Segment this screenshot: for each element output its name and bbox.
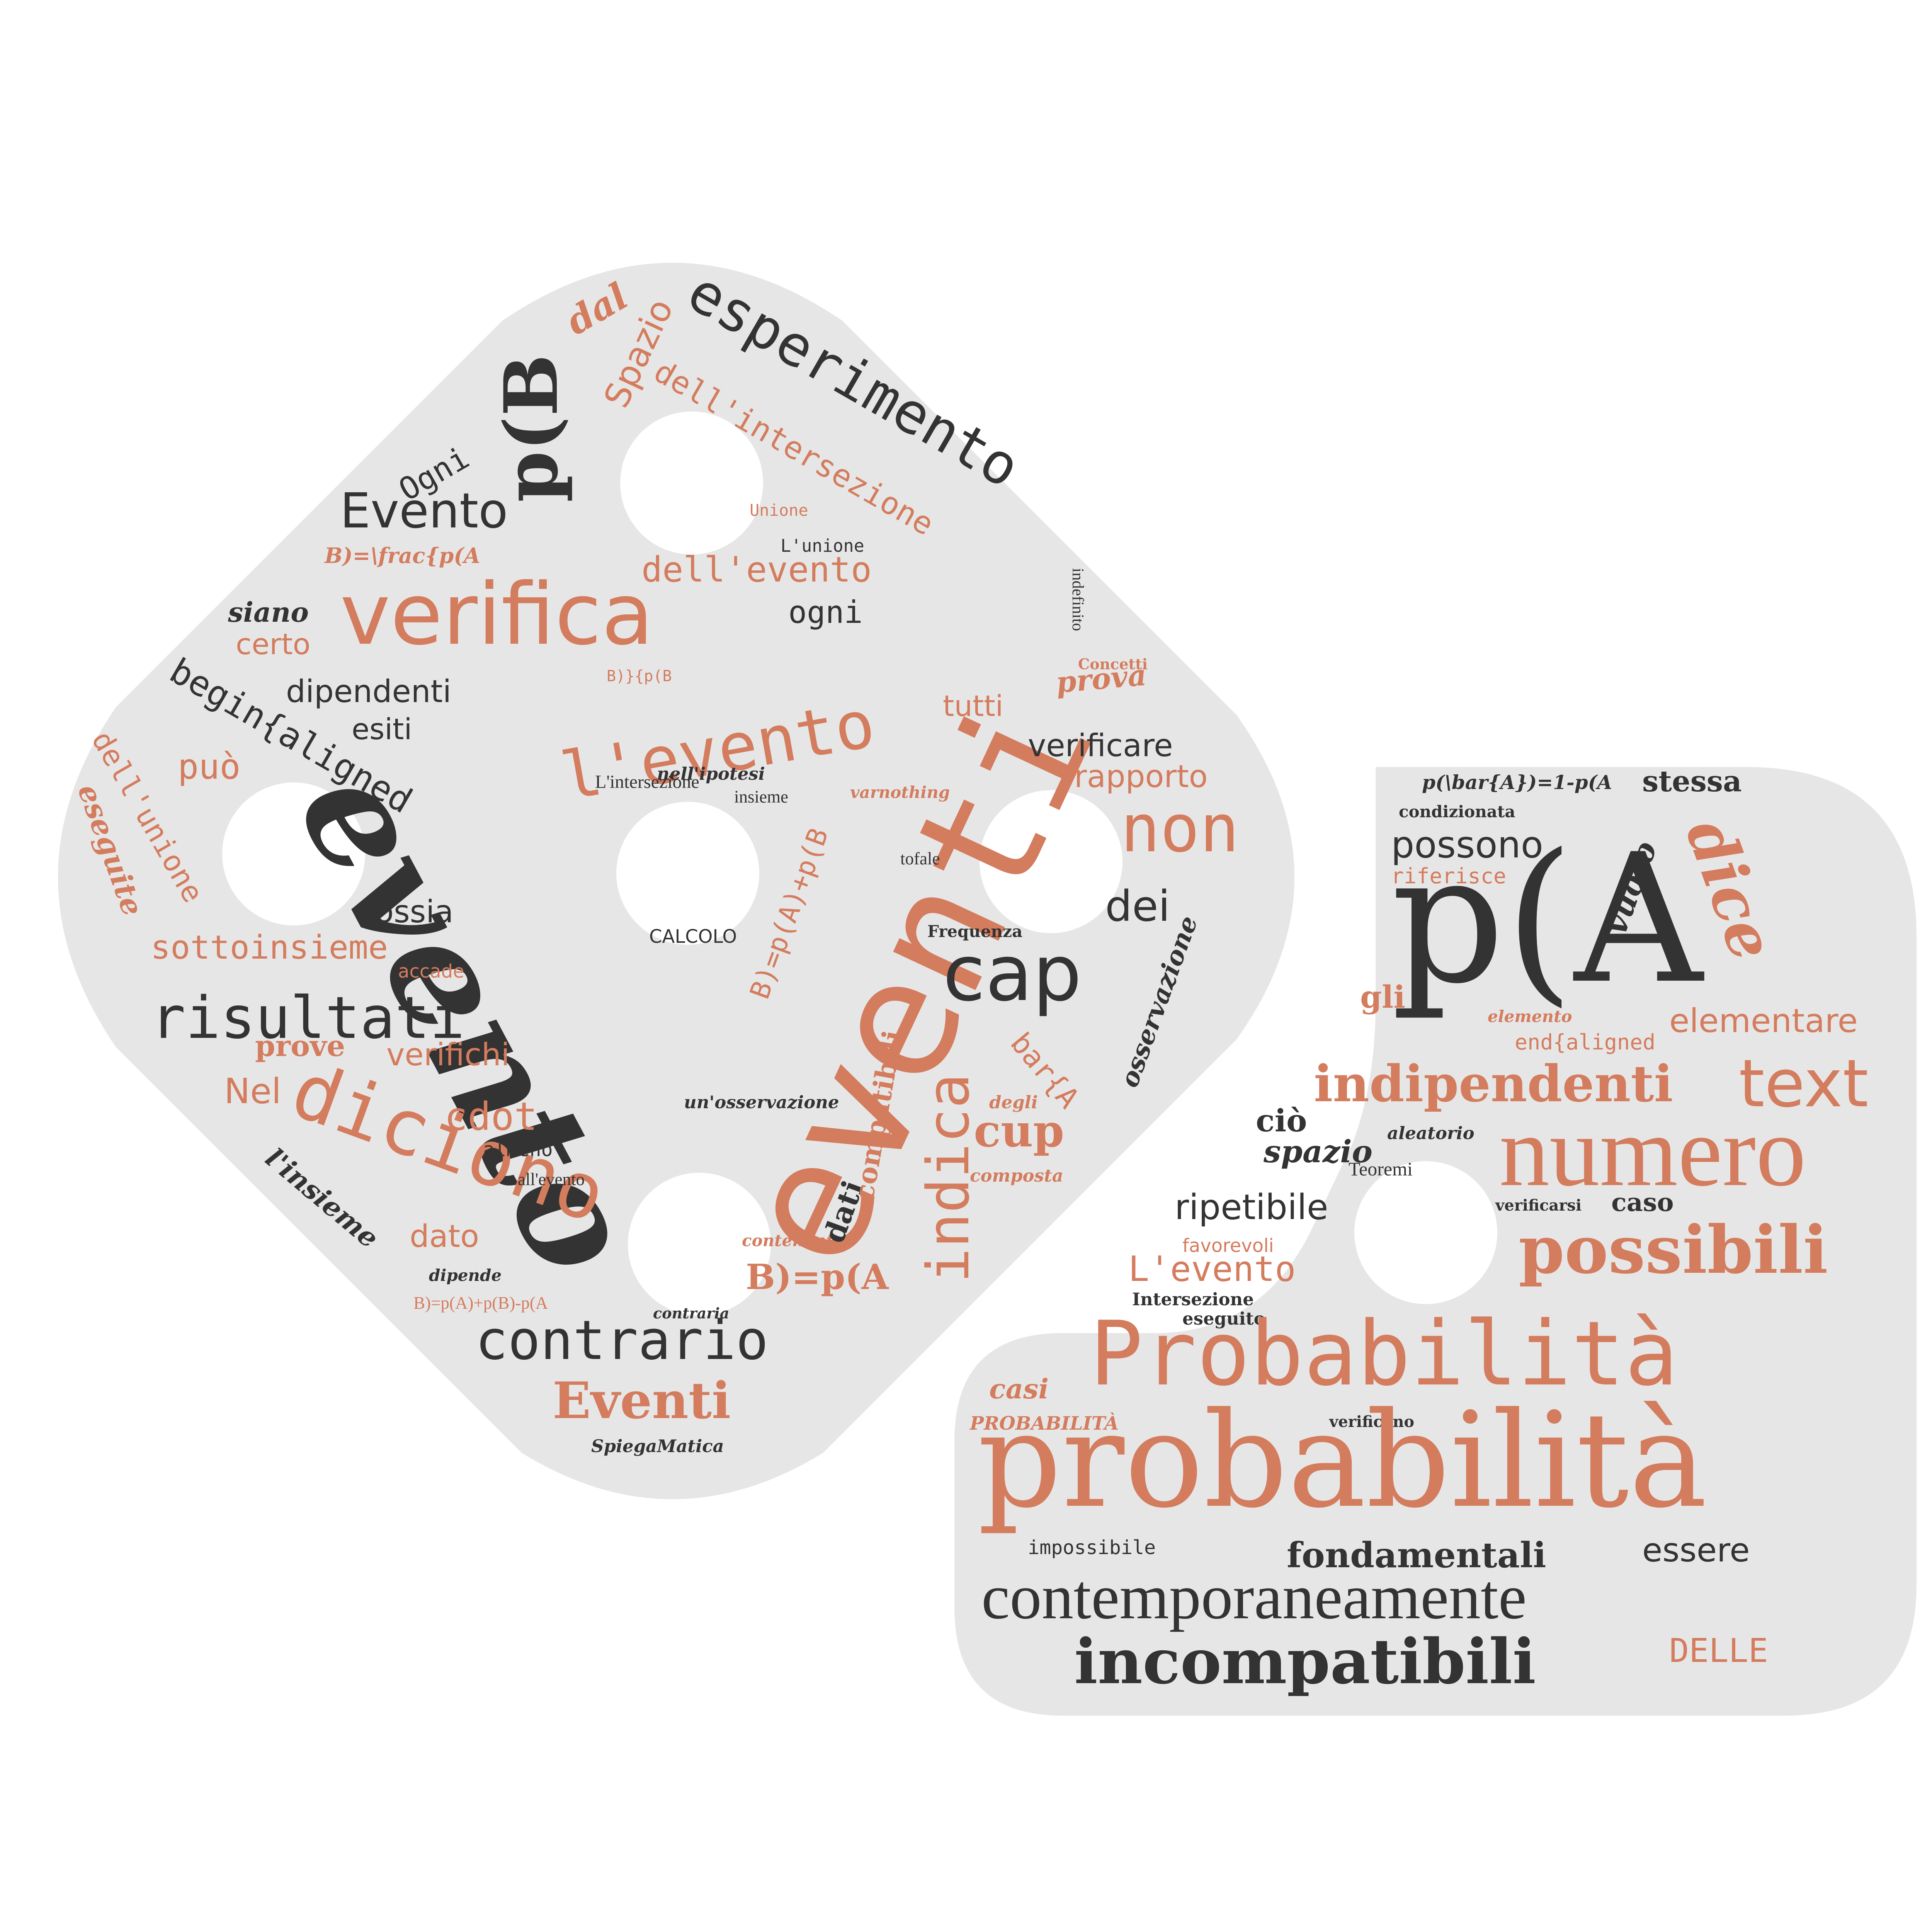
word-indefinito: indefinito bbox=[1069, 568, 1087, 631]
word-verificano: verificano bbox=[1329, 1413, 1415, 1431]
word-casi: casi bbox=[989, 1373, 1049, 1405]
word-pbarA: p(\bar{A})=1-p(A bbox=[1422, 771, 1612, 794]
word-incompatibili: incompatibili bbox=[1074, 1625, 1536, 1698]
word-non: non bbox=[1121, 791, 1240, 867]
word-contraria: contraria bbox=[653, 1304, 730, 1322]
word-Lintersezione: L'intersezione bbox=[595, 772, 699, 792]
word-composta: composta bbox=[970, 1165, 1063, 1186]
word-Levento: L'evento bbox=[1128, 1249, 1296, 1289]
word-Probabilita-title: Probabilità bbox=[1090, 1303, 1679, 1406]
word-verifica: verifica bbox=[340, 565, 654, 664]
word-varnothing: varnothing bbox=[850, 783, 950, 802]
word-dipendenti: dipendenti bbox=[286, 673, 452, 709]
word-impossibile: impossibile bbox=[1028, 1536, 1156, 1559]
word-caso: caso bbox=[1611, 1188, 1674, 1217]
word-dei: dei bbox=[1105, 881, 1170, 931]
word-aleatorio: aleatorio bbox=[1387, 1123, 1475, 1143]
word-probabilita-main: probabilità bbox=[978, 1384, 1708, 1537]
word-indica: indica bbox=[915, 1073, 982, 1283]
word-endaligned: end{aligned bbox=[1515, 1030, 1656, 1054]
word-Evento: Evento bbox=[340, 483, 508, 539]
word-BpA: B)=p(A bbox=[746, 1257, 889, 1298]
word-tofale: tofale bbox=[900, 849, 940, 868]
word-Intersezione: Intersezione bbox=[1132, 1289, 1254, 1310]
word-fondamentali: fondamentali bbox=[1287, 1535, 1546, 1576]
word-Concetti: Concetti bbox=[1078, 655, 1148, 673]
word-Frequenza: Frequenza bbox=[927, 922, 1023, 941]
word-gli: gli bbox=[1360, 979, 1405, 1015]
word-almeno: almeno bbox=[483, 1138, 553, 1161]
word-allevento: all'evento bbox=[518, 1170, 585, 1189]
word-cdot: cdot bbox=[444, 1094, 537, 1139]
word-prove: prove bbox=[255, 1029, 345, 1063]
word-sottoinsieme: sottoinsieme bbox=[151, 929, 388, 967]
word-numero: numero bbox=[1499, 1096, 1806, 1207]
word-rapporto: rapporto bbox=[1074, 759, 1208, 794]
word-risultati: risultati bbox=[151, 985, 465, 1052]
word-verifichi: verifichi bbox=[386, 1037, 510, 1073]
word-ripetibile: ripetibile bbox=[1175, 1187, 1328, 1228]
word-verificarsi: verificarsi bbox=[1495, 1196, 1582, 1214]
die-right-shape bbox=[954, 767, 1917, 1716]
word-degli: degli bbox=[989, 1092, 1038, 1112]
word-dellevento: dell'evento bbox=[641, 549, 872, 590]
word-Nel: Nel bbox=[224, 1071, 281, 1112]
word-cup: cup bbox=[974, 1105, 1065, 1157]
word-frac: B)=\frac{p(A bbox=[325, 543, 480, 568]
word-puo: può bbox=[178, 747, 241, 787]
word-contrario: contrario bbox=[475, 1309, 769, 1372]
word-indipendenti: indipendenti bbox=[1314, 1054, 1673, 1113]
word-contemporaneamente: contemporaneamente bbox=[981, 1561, 1527, 1632]
word-ossia: ossia bbox=[375, 894, 454, 930]
word-CALCOLO: CALCOLO bbox=[649, 926, 737, 947]
word-riferisce: riferisce bbox=[1391, 864, 1507, 888]
word-pBfrac: B)}{p(B bbox=[607, 667, 672, 685]
word-certo: certo bbox=[236, 627, 311, 661]
word-possibili: possibili bbox=[1519, 1211, 1828, 1289]
word-cio: ciò bbox=[1256, 1102, 1307, 1139]
die-left-shape bbox=[58, 263, 1294, 1499]
word-DELLE: DELLE bbox=[1669, 1632, 1768, 1670]
word-ogni: ogni bbox=[788, 594, 863, 630]
word-dato: dato bbox=[410, 1218, 480, 1254]
word-pB: p(B bbox=[488, 354, 574, 502]
word-verificare: verificare bbox=[1028, 728, 1173, 764]
word-essere: essere bbox=[1642, 1531, 1750, 1570]
word-dipende: dipende bbox=[429, 1266, 502, 1285]
word-possono: possono bbox=[1391, 824, 1543, 866]
word-Teoremi: Teoremi bbox=[1349, 1158, 1413, 1180]
word-text: text bbox=[1739, 1046, 1869, 1122]
word-Unione: Unione bbox=[750, 501, 808, 520]
word-favorevoli: favorevoli bbox=[1182, 1235, 1274, 1257]
word-nellipotesi: nell'ipotesi bbox=[657, 764, 765, 784]
word-contenente: contenente bbox=[742, 1231, 844, 1250]
word-eseguito: eseguito bbox=[1182, 1308, 1265, 1329]
word-accade: accade bbox=[398, 961, 464, 982]
word-insieme: insieme bbox=[734, 787, 788, 806]
word-formula-intersection: B)=p(A)+p(B)-p(A bbox=[413, 1293, 548, 1313]
word-siano: siano bbox=[228, 596, 309, 628]
word-Eventi: Eventi bbox=[553, 1371, 731, 1430]
word-SpiegaMatica: SpiegaMatica bbox=[591, 1436, 724, 1456]
word-Lunione: L'unione bbox=[781, 536, 864, 556]
word-elemento: elemento bbox=[1488, 1007, 1572, 1026]
word-PROBABILITA-caps: PROBABILITÀ bbox=[970, 1413, 1119, 1434]
word-esiti: esiti bbox=[352, 712, 412, 746]
word-cap: cap bbox=[943, 929, 1082, 1019]
word-spazio: spazio bbox=[1264, 1133, 1372, 1170]
word-unosservazione: un'osservazione bbox=[684, 1092, 839, 1112]
word-pA: p(A bbox=[1391, 816, 1703, 1023]
word-elementare: elementare bbox=[1669, 1002, 1858, 1040]
word-stessa: stessa bbox=[1642, 764, 1742, 798]
word-tutti: tutti bbox=[943, 689, 1003, 723]
word-condizionata: condizionata bbox=[1399, 802, 1515, 821]
